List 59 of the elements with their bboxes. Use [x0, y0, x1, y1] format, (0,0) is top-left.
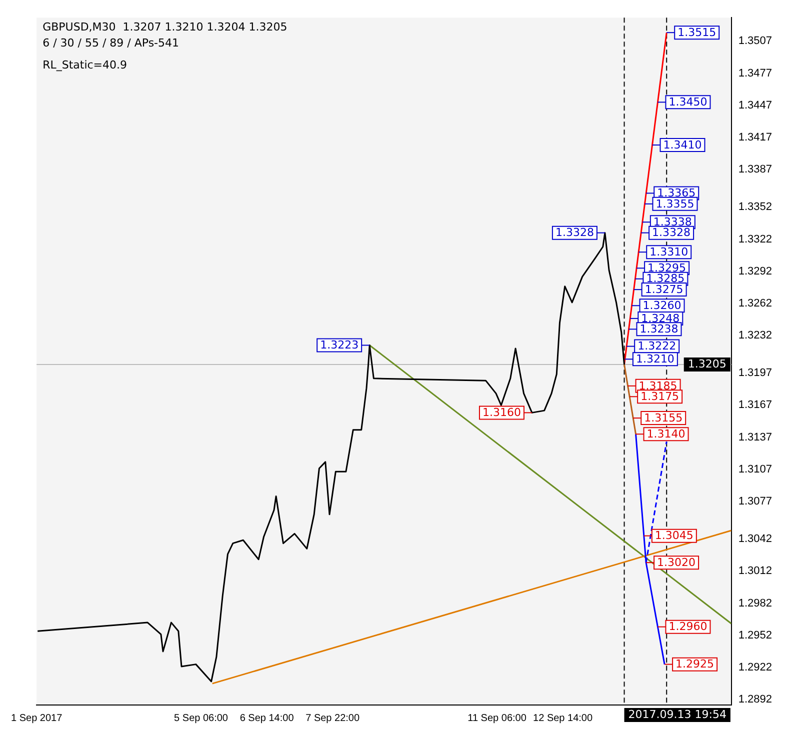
x-tick-label: 6 Sep 14:00	[240, 712, 294, 724]
annotation: 1.3045	[654, 529, 694, 542]
text: 6 / 30 / 55 / 89 / APs-541	[42, 36, 180, 50]
ref-line-label: 1.3205	[688, 357, 726, 370]
annotation: 1.3020	[657, 556, 696, 569]
y-tick-label: 1.2982	[738, 597, 772, 610]
x-tick-label: 7 Sep 22:00	[306, 712, 360, 724]
annotation: 1.3328	[652, 226, 691, 240]
y-tick-label: 1.3322	[738, 233, 772, 246]
x-tick-label: 5 Sep 06:00	[174, 712, 228, 724]
annotation: 1.3248	[641, 312, 680, 325]
y-tick-label: 1.3352	[738, 201, 772, 214]
y-tick-label: 1.2952	[738, 629, 772, 642]
annotation: 1.3222	[638, 340, 676, 353]
annotation: 1.3260	[642, 298, 682, 312]
y-tick-label: 1.3167	[738, 399, 772, 412]
annotation: 1.3328	[555, 226, 594, 240]
annotation: 1.3365	[657, 186, 696, 200]
annotation: 1.3275	[644, 282, 684, 296]
y-tick-label: 1.3417	[738, 132, 772, 144]
annotation: 1.3185	[638, 379, 678, 392]
annotation: 1.3223	[320, 338, 359, 352]
annotation: 1.3140	[646, 427, 686, 440]
y-tick-label: 1.3262	[738, 298, 772, 310]
annotation: 1.2960	[668, 620, 708, 634]
annotation: 1.2925	[676, 658, 714, 671]
ref-line-label: 2017.09.13 19:54	[628, 708, 726, 721]
y-tick-label: 1.3292	[738, 265, 772, 278]
x-tick-label: 11 Sep 06:00	[468, 712, 527, 724]
chart-title: GBPUSD,M30 1.3207 1.3210 1.3204 1.3205	[42, 20, 288, 34]
y-tick-label: 1.3012	[738, 565, 772, 578]
x-tick-label: 12 Sep 14:00	[533, 712, 593, 724]
y-tick-label: 1.3447	[738, 99, 772, 112]
y-tick-label: 1.3387	[738, 164, 772, 176]
annotation: 1.3338	[653, 215, 692, 228]
y-tick-label: 1.3107	[738, 463, 772, 476]
x-tick-label: 1 Sep 2017	[10, 712, 63, 724]
annotation: 1.3160	[482, 406, 521, 420]
y-tick-label: 1.2892	[738, 694, 772, 706]
annotation: 1.3285	[646, 272, 685, 286]
annotation: 1.3210	[636, 352, 674, 366]
y-tick-label: 1.3232	[738, 330, 772, 342]
y-tick-label: 1.3042	[738, 533, 772, 546]
annotation: 1.3310	[650, 245, 688, 258]
y-tick-label: 1.3507	[738, 35, 772, 48]
annotation: 1.3410	[663, 138, 702, 152]
y-tick-label: 1.3197	[738, 367, 772, 380]
y-tick-label: 1.3477	[738, 67, 772, 80]
annotation: 1.3238	[640, 322, 678, 336]
y-tick-label: 1.3137	[738, 431, 772, 444]
annotation: RL_Static=40.9	[42, 58, 128, 72]
annotation: 1.3155	[644, 411, 683, 424]
annotation: 1.3515	[678, 26, 716, 39]
annotation: 1.3355	[656, 197, 694, 210]
y-tick-label: 1.2922	[738, 662, 772, 674]
y-tick-label: 1.3077	[738, 496, 772, 508]
annotation: 1.3295	[648, 262, 686, 275]
annotation: 1.3175	[640, 390, 680, 403]
annotation: 1.3450	[668, 96, 708, 109]
